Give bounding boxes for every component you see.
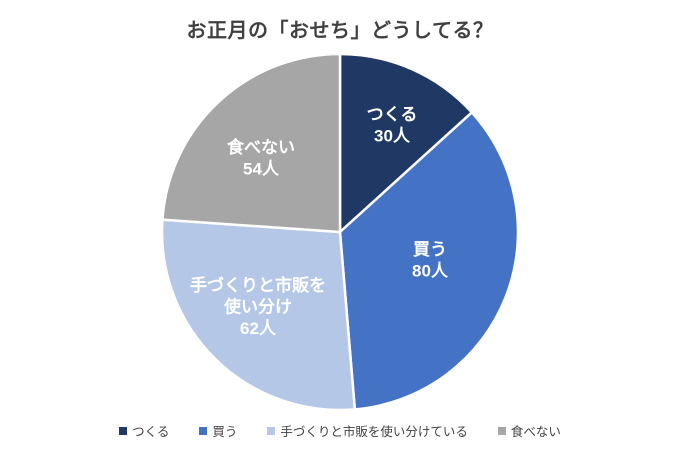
- legend-label: 食べない: [510, 425, 561, 439]
- legend-swatch-icon: [497, 426, 506, 435]
- legend-label: つくる: [132, 425, 170, 439]
- legend-label: 手づくりと市販を使い分けている: [280, 425, 468, 439]
- chart-title: お正月の「おせち」どうしてる？: [186, 20, 494, 42]
- pie-slice-label-1: つくる 30人: [367, 105, 418, 146]
- legend-swatch-icon: [199, 426, 208, 435]
- legend-swatch-icon: [267, 426, 276, 435]
- pie-slice-label-4: 食べない 54人: [227, 137, 295, 179]
- pie-slice-1: [338, 52, 474, 234]
- legend-item-4: 食べない: [497, 421, 561, 440]
- legend-item-1: つくる: [119, 421, 169, 440]
- pie-slice-4: [161, 52, 342, 234]
- legend-item-3: 手づくりと市販を使い分けている: [267, 421, 468, 440]
- legend-label: 買う: [212, 425, 238, 439]
- pie-slice-label-3: 手づくりと市販を使い分け 62人: [190, 275, 326, 338]
- legend-swatch-icon: [119, 426, 128, 435]
- chart-legend: つくる 買う 手づくりと市販を使い分けている 食べない: [0, 421, 680, 440]
- legend-item-2: 買う: [199, 421, 237, 440]
- pie-slice-label-2: 買う 80人: [412, 240, 449, 280]
- pie-slice-3: [160, 218, 357, 412]
- pie-slice-2: [338, 111, 520, 411]
